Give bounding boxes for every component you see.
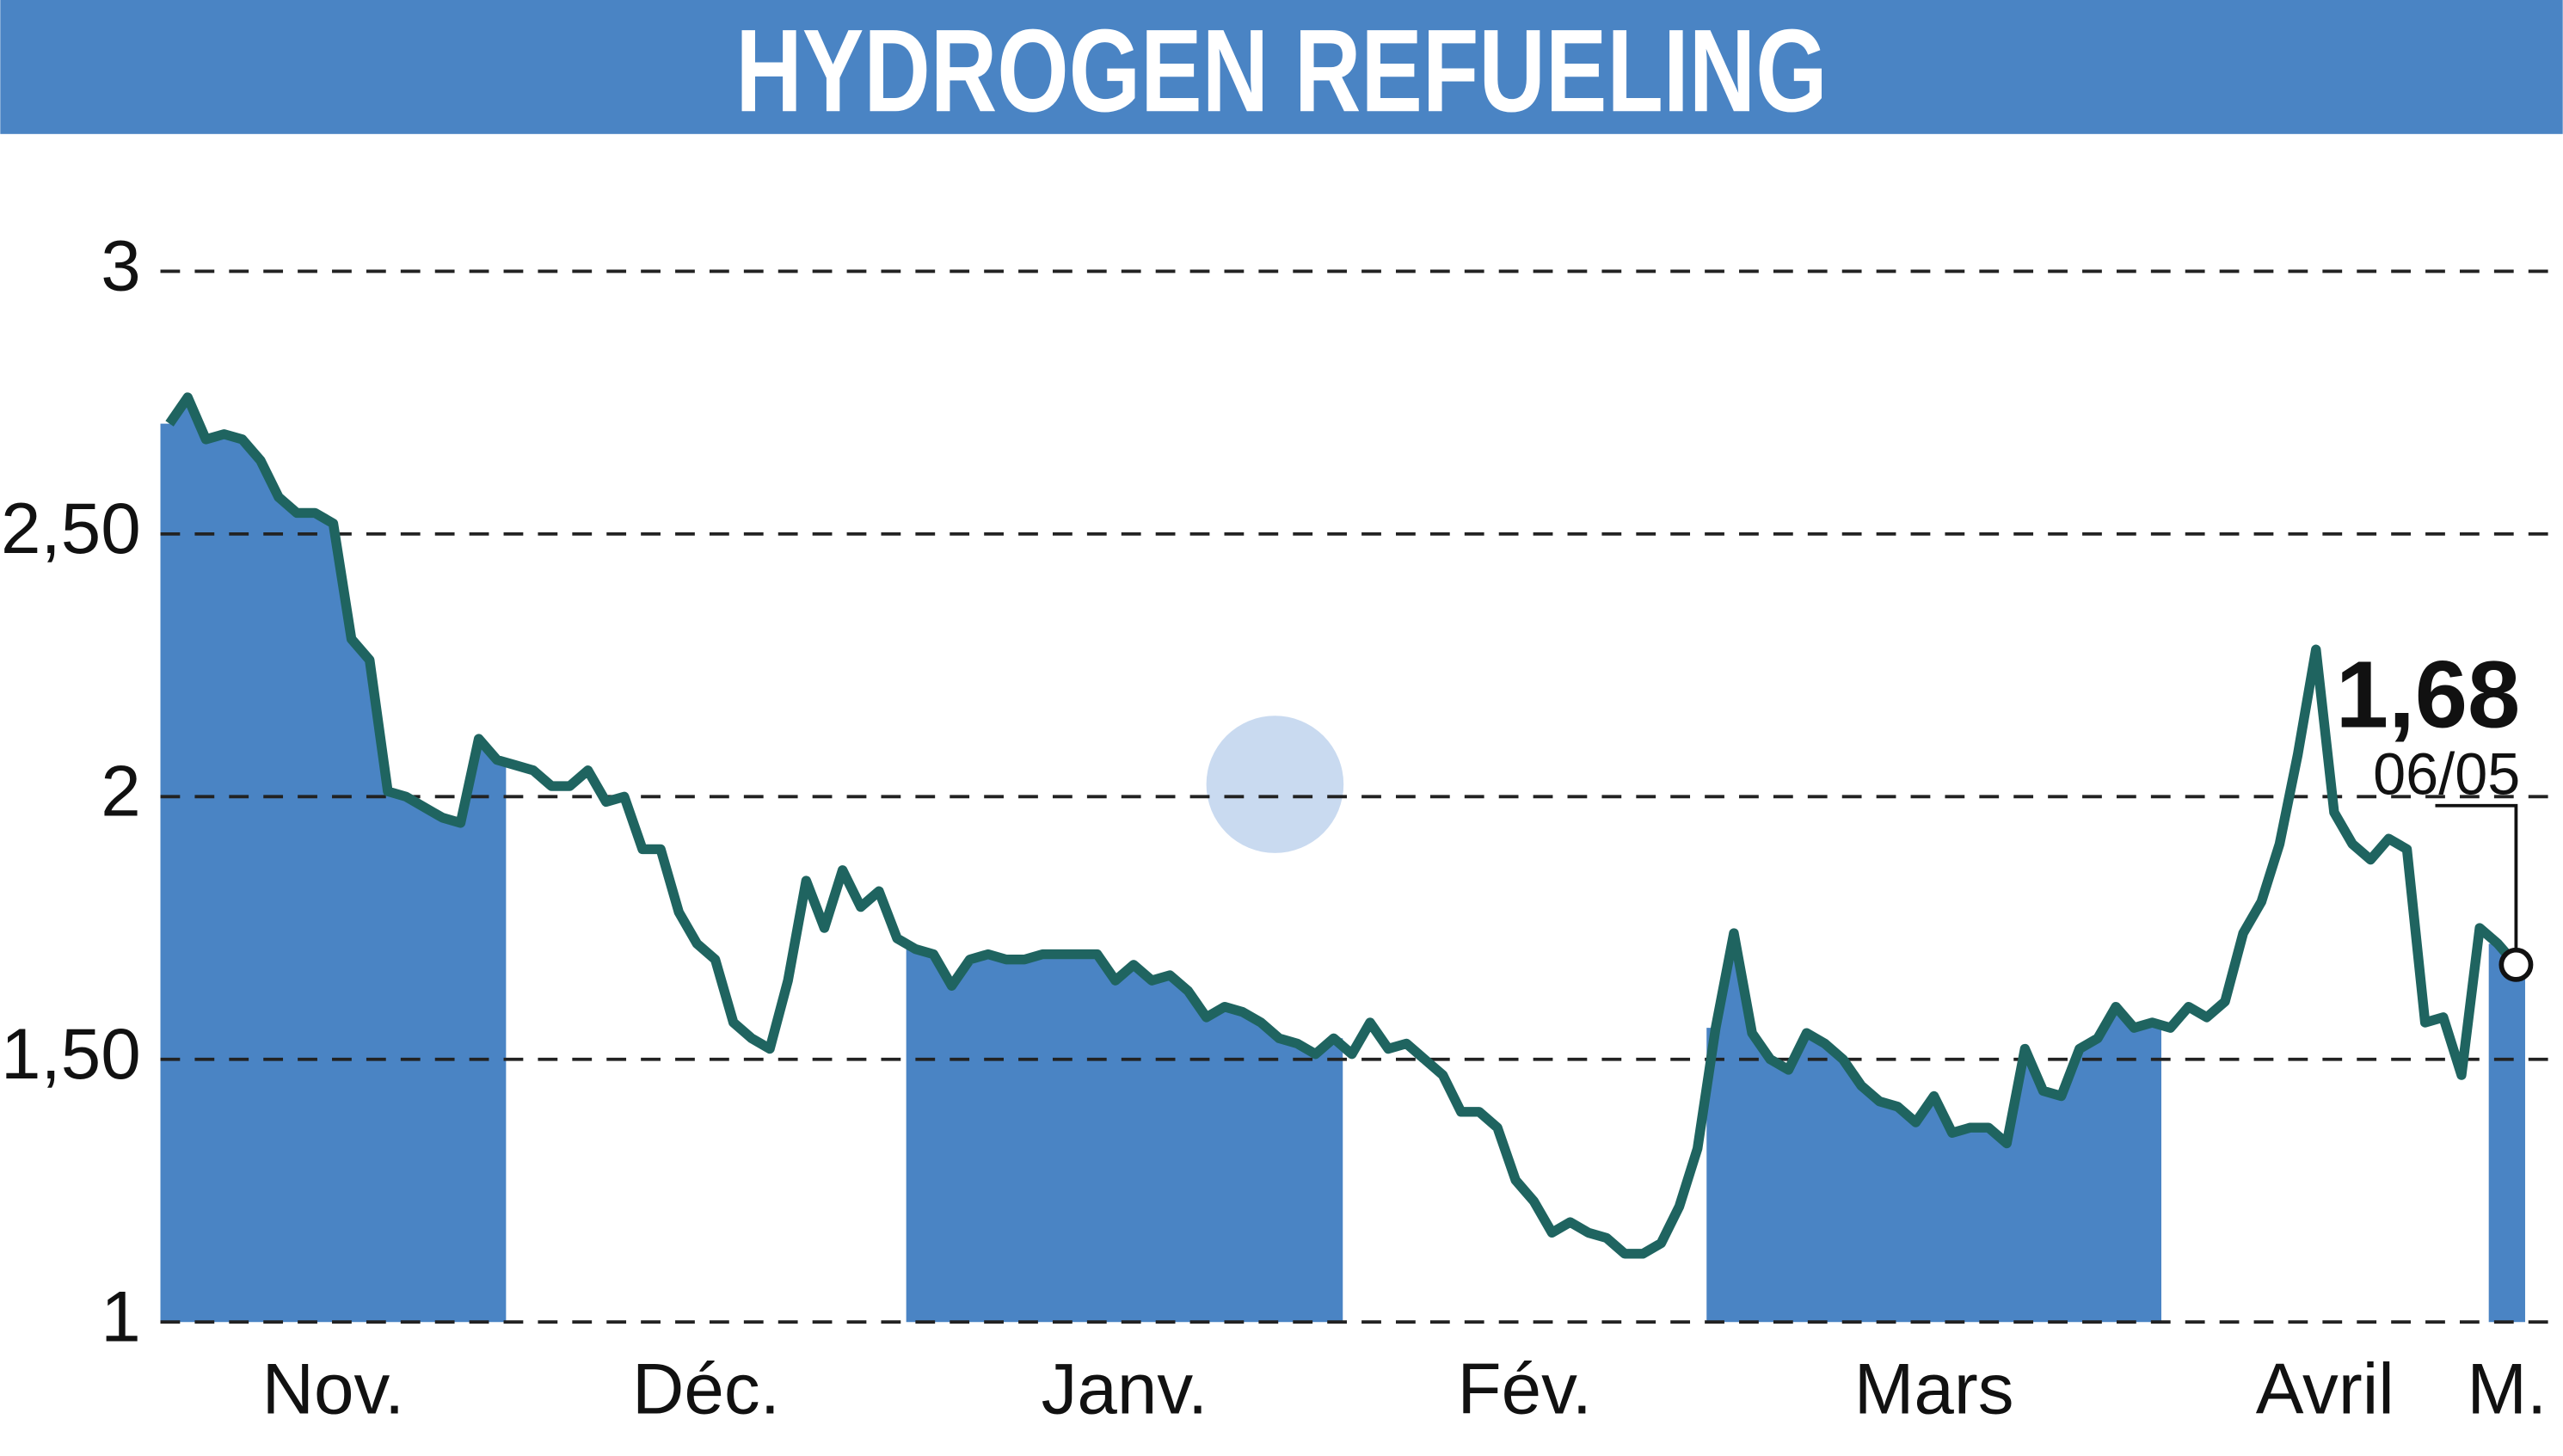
- y-tick-label: 1: [101, 1275, 141, 1356]
- last-point: [2498, 947, 2534, 982]
- price-line: [165, 392, 2520, 1259]
- x-tick-label: Mars: [1854, 1348, 2014, 1429]
- y-tick-label: 2: [101, 750, 141, 831]
- month-area: [2488, 943, 2525, 1323]
- watermark: [1206, 716, 1344, 853]
- x-tick-label: Déc.: [632, 1348, 780, 1429]
- month-area: [906, 949, 1343, 1323]
- x-tick-label: M.: [2467, 1348, 2547, 1429]
- chart-title: HYDROGEN REFUELING: [735, 4, 1827, 136]
- x-tick-label: Nov.: [262, 1348, 405, 1429]
- x-tick-label: Avril: [2256, 1348, 2394, 1429]
- y-tick-label: 1,50: [1, 1013, 141, 1094]
- x-tick-label: Janv.: [1042, 1348, 1208, 1429]
- month-area: [160, 397, 507, 1323]
- last-value-label: 1,68: [2336, 642, 2520, 748]
- x-tick-label: Fév.: [1458, 1348, 1592, 1429]
- month-area: [1706, 933, 2161, 1323]
- title-bar: [0, 0, 2563, 134]
- y-tick-label: 2,50: [1, 488, 141, 568]
- leader-line: [2435, 803, 2518, 965]
- last-date-label: 06/05: [2373, 741, 2520, 807]
- y-tick-label: 3: [101, 224, 141, 305]
